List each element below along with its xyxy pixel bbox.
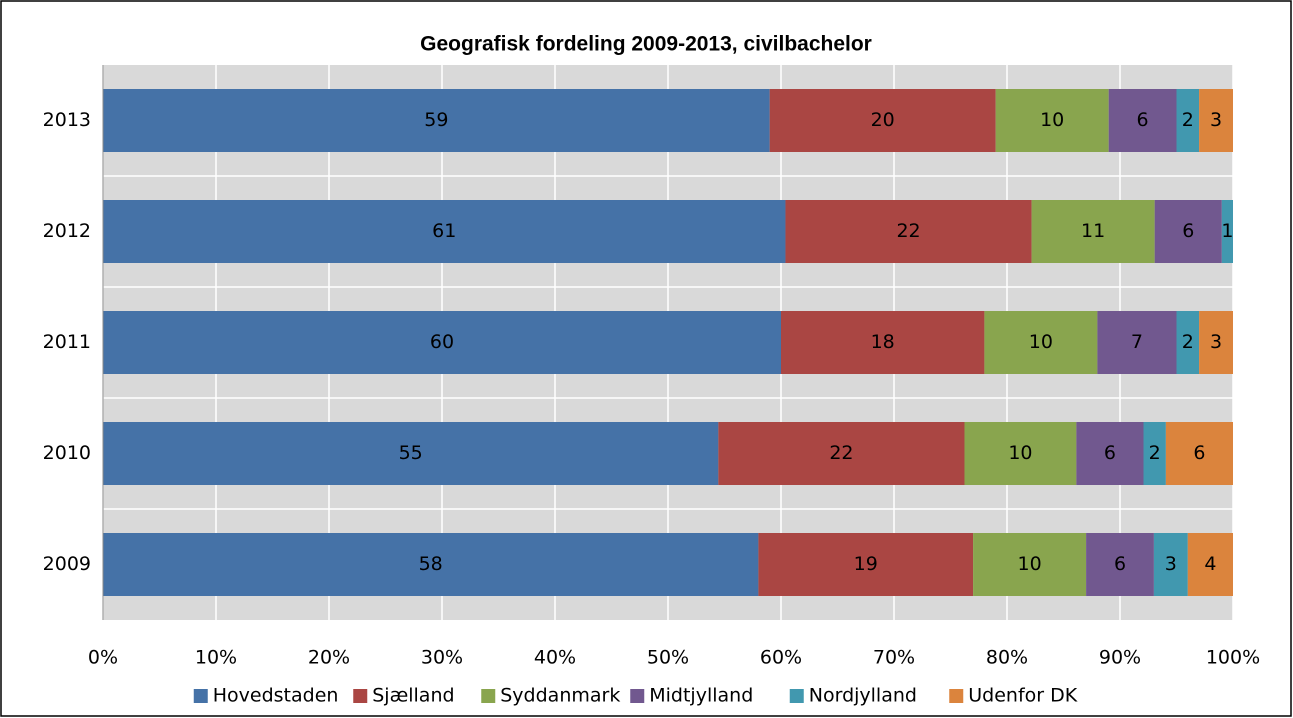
bar-segment	[781, 311, 985, 374]
bar-segment	[103, 422, 719, 485]
legend-swatch	[481, 689, 496, 703]
data-label: 6	[1193, 442, 1205, 464]
data-label: 2	[1182, 109, 1194, 131]
x-tick-label: 0%	[88, 647, 118, 669]
legend-label: Nordjylland	[809, 685, 917, 707]
data-label: 10	[1018, 553, 1042, 575]
legend-label: Midtjylland	[649, 685, 753, 707]
bar-segment	[1076, 422, 1144, 485]
bar-segment	[1031, 200, 1155, 263]
data-label: 10	[1029, 331, 1053, 353]
bar-segment	[103, 533, 759, 596]
bar-segment	[1221, 200, 1233, 263]
bar-segment	[1086, 533, 1154, 596]
bar-segment	[103, 200, 786, 263]
y-tick-label: 2012	[43, 220, 91, 242]
data-label: 10	[1040, 109, 1064, 131]
y-tick-label: 2011	[43, 331, 91, 353]
data-label: 61	[432, 220, 456, 242]
bar-segment	[1108, 89, 1177, 152]
bar-segment	[1165, 422, 1233, 485]
data-label: 2	[1182, 331, 1194, 353]
legend-swatch	[193, 689, 208, 703]
legend-label: Hovedstaden	[213, 685, 339, 707]
data-label: 20	[871, 109, 895, 131]
data-label: 19	[854, 553, 878, 575]
data-label: 18	[871, 331, 895, 353]
y-tick-label: 2010	[43, 442, 91, 464]
bar-segment	[769, 89, 996, 152]
data-label: 6	[1114, 553, 1126, 575]
data-label: 55	[399, 442, 423, 464]
data-label: 58	[419, 553, 443, 575]
x-tick-label: 100%	[1206, 647, 1260, 669]
bar-segment	[1176, 311, 1200, 374]
legend-swatch	[949, 689, 964, 703]
bar-segment	[785, 200, 1032, 263]
x-tick-label: 40%	[534, 647, 576, 669]
bar-segment	[1143, 422, 1166, 485]
x-tick-label: 80%	[986, 647, 1028, 669]
bar-segment	[1187, 533, 1233, 596]
data-label: 10	[1008, 442, 1032, 464]
legend-swatch	[789, 689, 804, 703]
data-label: 3	[1210, 109, 1222, 131]
bar-segment	[718, 422, 965, 485]
data-label: 11	[1081, 220, 1105, 242]
legend-label: Sjælland	[372, 685, 454, 707]
data-label: 22	[829, 442, 853, 464]
x-tick-label: 20%	[308, 647, 350, 669]
bar-segment	[1199, 89, 1233, 152]
data-label: 59	[424, 109, 448, 131]
bar-segment	[995, 89, 1109, 152]
legend-swatch	[630, 689, 645, 703]
bar-segment	[1176, 89, 1200, 152]
bar-segment	[1154, 200, 1222, 263]
legend-label: Syddanmark	[500, 685, 620, 707]
bar-segment	[1199, 311, 1233, 374]
x-tick-label: 30%	[421, 647, 463, 669]
data-label: 60	[430, 331, 454, 353]
bar-segment	[1097, 311, 1177, 374]
chart-title: Geografisk fordeling 2009-2013, civilbac…	[420, 33, 872, 56]
legend-label: Udenfor DK	[968, 685, 1077, 707]
data-label: 3	[1210, 331, 1222, 353]
bar-segment	[758, 533, 974, 596]
data-label: 1	[1221, 220, 1233, 242]
x-tick-label: 10%	[195, 647, 237, 669]
data-label: 6	[1137, 109, 1149, 131]
data-label: 7	[1131, 331, 1143, 353]
x-tick-label: 90%	[1099, 647, 1141, 669]
legend-swatch	[353, 689, 368, 703]
data-label: 6	[1182, 220, 1194, 242]
bar-segment	[964, 422, 1077, 485]
data-label: 4	[1204, 553, 1216, 575]
bar-segment	[1153, 533, 1188, 596]
y-tick-label: 2009	[43, 553, 91, 575]
bar-segment	[973, 533, 1087, 596]
data-label: 6	[1104, 442, 1116, 464]
x-tick-label: 60%	[760, 647, 802, 669]
data-label: 2	[1149, 442, 1161, 464]
data-label: 3	[1165, 553, 1177, 575]
x-tick-label: 50%	[647, 647, 689, 669]
bar-segment	[103, 311, 781, 374]
y-tick-label: 2013	[43, 109, 91, 131]
bar-segment	[984, 311, 1098, 374]
bar-segment	[103, 89, 770, 152]
x-tick-label: 70%	[873, 647, 915, 669]
data-label: 22	[896, 220, 920, 242]
